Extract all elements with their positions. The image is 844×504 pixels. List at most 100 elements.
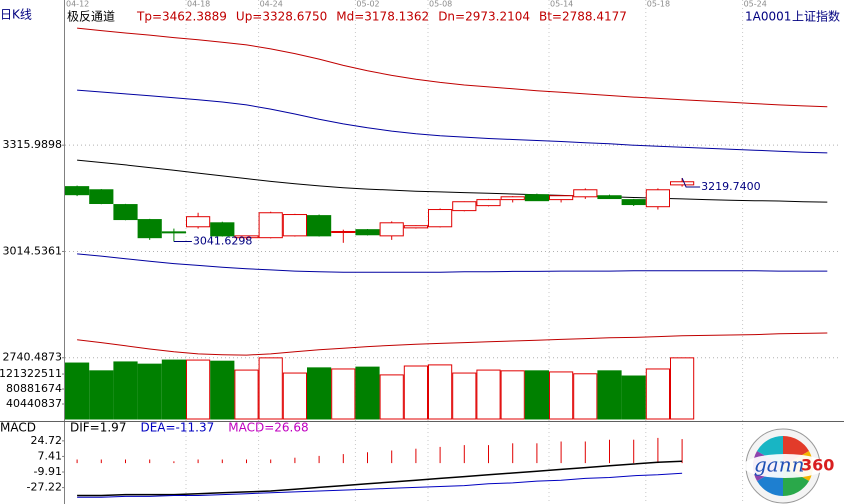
y-tick-label: 80881674 — [6, 382, 62, 395]
candle-body — [331, 230, 356, 233]
logo-number: 360 — [801, 456, 834, 475]
x-tick-label: 05-14 — [550, 0, 573, 9]
logo-band — [743, 454, 827, 478]
y-tick-label: -9.91 — [34, 465, 62, 478]
candle-body — [65, 186, 90, 196]
volume-bar — [500, 370, 525, 420]
candle-body — [379, 222, 404, 237]
macd-title: MACD — [0, 421, 36, 435]
volume-bar — [161, 359, 187, 420]
candle-body — [428, 209, 453, 228]
channel-line — [77, 159, 828, 203]
y-tick-label: 2740.4873 — [3, 351, 63, 364]
volume-bar — [113, 361, 138, 420]
volume-bar — [621, 375, 646, 420]
volume-bar — [355, 366, 380, 420]
candle-body — [403, 225, 428, 229]
volume-bar — [645, 368, 670, 420]
period-label: 日K线 — [0, 8, 32, 22]
legend-entry: Dn=2973.2104 — [438, 10, 530, 24]
symbol-name: 上证指数 — [792, 9, 840, 24]
volume-bar — [403, 365, 428, 420]
y-tick-label: -27.22 — [27, 481, 62, 494]
candle-body — [258, 212, 283, 239]
volume-bar — [573, 373, 598, 420]
volume-bar — [282, 372, 307, 420]
x-tick-label: 04-18 — [187, 0, 210, 9]
volume-bar — [307, 367, 332, 420]
candle-body — [549, 195, 574, 201]
channel-line — [77, 89, 828, 154]
legend-entry: DEA=-11.37 — [140, 421, 214, 435]
annotation-leader — [681, 177, 701, 188]
candle-body — [137, 219, 162, 239]
x-tick-label: 05-08 — [429, 0, 452, 9]
candle-body — [645, 189, 670, 208]
candle-body — [500, 196, 525, 201]
candle-body — [282, 214, 307, 237]
y-tick-label: 3014.5361 — [3, 244, 63, 257]
volume-bar — [258, 357, 283, 420]
candle-body — [89, 189, 114, 205]
candle-body — [355, 229, 380, 236]
volume-bar — [137, 363, 162, 420]
candle-body — [670, 181, 695, 186]
legend-entry: Up=3328.6750 — [236, 10, 327, 24]
channel-line — [77, 332, 828, 356]
volume-bar — [379, 374, 404, 420]
volume-bar — [331, 368, 356, 420]
volume-bar — [597, 370, 622, 420]
volume-bar — [452, 372, 477, 420]
candle-body — [621, 199, 646, 206]
y-tick-label: 7.41 — [38, 449, 63, 462]
legend-entry: MACD=26.68 — [228, 421, 308, 435]
volume-bar — [234, 369, 259, 420]
indicator-name: 极反通道 — [67, 10, 115, 24]
macd-line — [77, 460, 683, 497]
volume-bar — [89, 370, 114, 420]
candle-body — [573, 189, 598, 198]
candle-body — [597, 195, 622, 200]
x-tick-label: 05-02 — [356, 0, 379, 9]
candle-body — [210, 222, 235, 237]
candle-body — [113, 204, 138, 221]
legend-entry: Bt=2788.4177 — [539, 10, 627, 24]
x-tick-label: 04-12 — [66, 0, 89, 9]
legend-entry: DIF=1.97 — [70, 421, 126, 435]
candle-body — [476, 199, 501, 207]
candle-body — [161, 231, 187, 234]
legend-entry: Tp=3462.3889 — [136, 10, 227, 24]
x-tick-label: 04-24 — [260, 0, 283, 9]
y-tick-label: 24.72 — [31, 434, 63, 447]
volume-bar — [428, 364, 453, 420]
volume-bar — [65, 362, 90, 420]
y-tick-label: 121322511 — [0, 367, 62, 380]
legend-entry: Md=3178.1362 — [336, 10, 429, 24]
volume-bar — [476, 369, 501, 420]
volume-bar — [524, 370, 549, 420]
logo-brand: gann — [754, 453, 805, 477]
volume-bar — [670, 357, 695, 420]
y-tick-label: 40440837 — [6, 397, 62, 410]
candle-body — [452, 201, 477, 212]
candle-body — [524, 194, 549, 202]
volume-bar — [210, 360, 235, 420]
x-tick-label: 05-18 — [647, 0, 670, 9]
symbol-code: 1A0001 — [745, 10, 791, 24]
candle-body — [307, 215, 332, 237]
volume-bar — [186, 359, 211, 420]
candle-body — [186, 216, 211, 228]
annotation-label: 3219.7400 — [701, 180, 761, 193]
y-tick-label: 3315.9898 — [3, 138, 63, 151]
macd-line — [77, 472, 683, 498]
volume-bar — [549, 371, 574, 420]
x-tick-label: 05-24 — [744, 0, 767, 9]
channel-line — [77, 253, 828, 273]
logo: gann 360 — [743, 428, 834, 504]
annotation-label: 3041.6298 — [193, 234, 253, 247]
channel-line — [77, 27, 828, 108]
